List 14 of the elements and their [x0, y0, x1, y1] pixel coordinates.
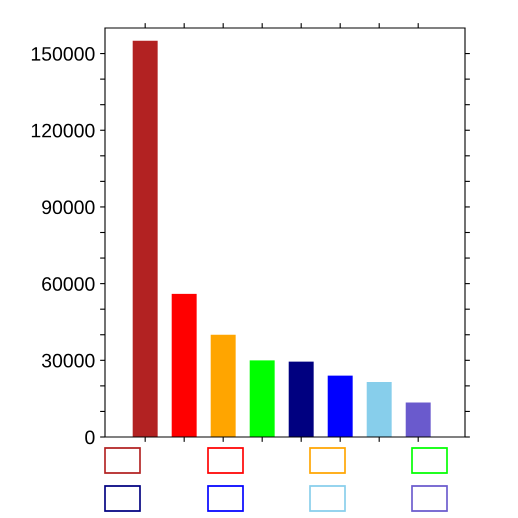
bar	[328, 376, 353, 437]
bar	[288, 362, 314, 437]
bar	[210, 334, 236, 437]
bar	[172, 294, 197, 437]
bar	[406, 402, 431, 437]
y-tick-label: 90000	[42, 200, 95, 214]
bar	[132, 40, 158, 437]
bar	[366, 382, 392, 437]
y-tick-label: 150000	[32, 47, 95, 61]
y-tick-label: 0	[85, 430, 95, 444]
bar	[250, 360, 275, 437]
y-tick-label: 120000	[32, 124, 95, 138]
y-tick-label: 30000	[42, 354, 95, 368]
y-tick-label: 60000	[42, 277, 95, 291]
